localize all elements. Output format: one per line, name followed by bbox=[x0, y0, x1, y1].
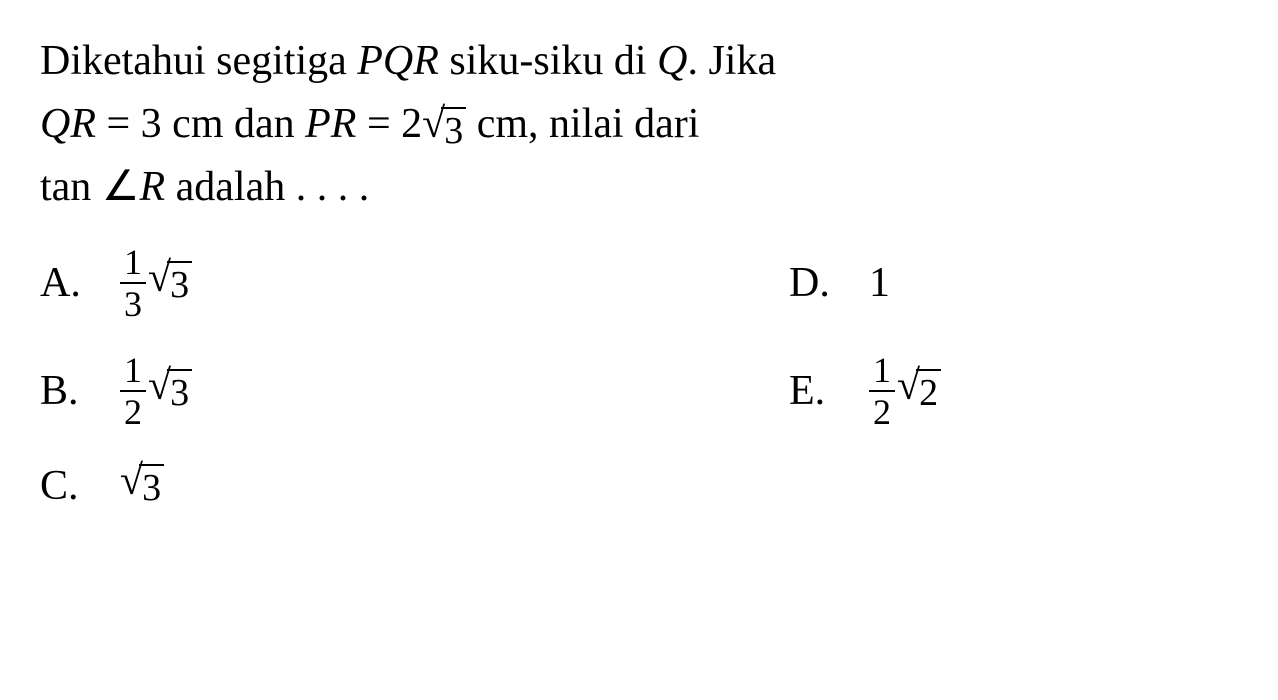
fraction: 1 2 bbox=[869, 352, 895, 430]
fraction: 1 2 bbox=[120, 352, 146, 430]
fraction-numerator: 1 bbox=[869, 352, 895, 392]
question-variable-r: R bbox=[139, 164, 165, 210]
sqrt-expression: √ 2 bbox=[897, 365, 941, 417]
option-d: D. 1 bbox=[789, 244, 1238, 322]
fraction: 1 3 bbox=[120, 244, 146, 322]
option-c: C. √ 3 bbox=[40, 460, 489, 512]
question-text: Diketahui segitiga PQR siku-siku di Q. J… bbox=[40, 30, 1238, 219]
question-part: tan bbox=[40, 164, 102, 210]
option-b-value: 1 2 √ 3 bbox=[120, 352, 192, 430]
sqrt-value: 3 bbox=[139, 464, 164, 512]
question-part: siku-siku di bbox=[439, 38, 657, 84]
sqrt-expression: √ 3 bbox=[148, 365, 192, 417]
question-variable-pqr: PQR bbox=[357, 38, 439, 84]
question-part: adalah . . . . bbox=[165, 164, 369, 210]
option-a-value: 1 3 √ 3 bbox=[120, 244, 192, 322]
sqrt-expression: √ 3 bbox=[120, 460, 164, 512]
option-e-label: E. bbox=[789, 367, 839, 415]
option-e: E. 1 2 √ 2 bbox=[789, 352, 1238, 430]
question-variable-q: Q bbox=[657, 38, 687, 84]
option-b: B. 1 2 √ 3 bbox=[40, 352, 489, 430]
question-part: = 2 bbox=[356, 101, 422, 147]
option-a: A. 1 3 √ 3 bbox=[40, 244, 489, 322]
question-part: = 3 cm dan bbox=[96, 101, 305, 147]
option-d-label: D. bbox=[789, 259, 839, 307]
option-b-label: B. bbox=[40, 367, 90, 415]
option-d-value: 1 bbox=[869, 259, 890, 307]
option-e-value: 1 2 √ 2 bbox=[869, 352, 941, 430]
angle-symbol: ∠ bbox=[102, 164, 140, 210]
question-variable-qr: QR bbox=[40, 101, 96, 147]
sqrt-value: 3 bbox=[167, 369, 192, 417]
question-part: cm, nilai dari bbox=[466, 101, 699, 147]
sqrt-value: 2 bbox=[916, 369, 941, 417]
fraction-denominator: 2 bbox=[120, 392, 146, 430]
question-part: Diketahui segitiga bbox=[40, 38, 357, 84]
option-a-label: A. bbox=[40, 259, 90, 307]
sqrt-expression: √ 3 bbox=[148, 257, 192, 309]
question-part: . Jika bbox=[687, 38, 776, 84]
option-c-value: √ 3 bbox=[120, 460, 164, 512]
fraction-numerator: 1 bbox=[120, 244, 146, 284]
fraction-numerator: 1 bbox=[120, 352, 146, 392]
fraction-denominator: 3 bbox=[120, 284, 146, 322]
question-variable-pr: PR bbox=[305, 101, 356, 147]
fraction-denominator: 2 bbox=[869, 392, 895, 430]
options-container: A. 1 3 √ 3 D. 1 B. 1 2 √ 3 bbox=[40, 244, 1238, 512]
sqrt-value: 3 bbox=[167, 261, 192, 309]
option-c-label: C. bbox=[40, 462, 90, 510]
sqrt-value: 3 bbox=[441, 107, 466, 155]
sqrt-expression: √3 bbox=[422, 103, 466, 155]
